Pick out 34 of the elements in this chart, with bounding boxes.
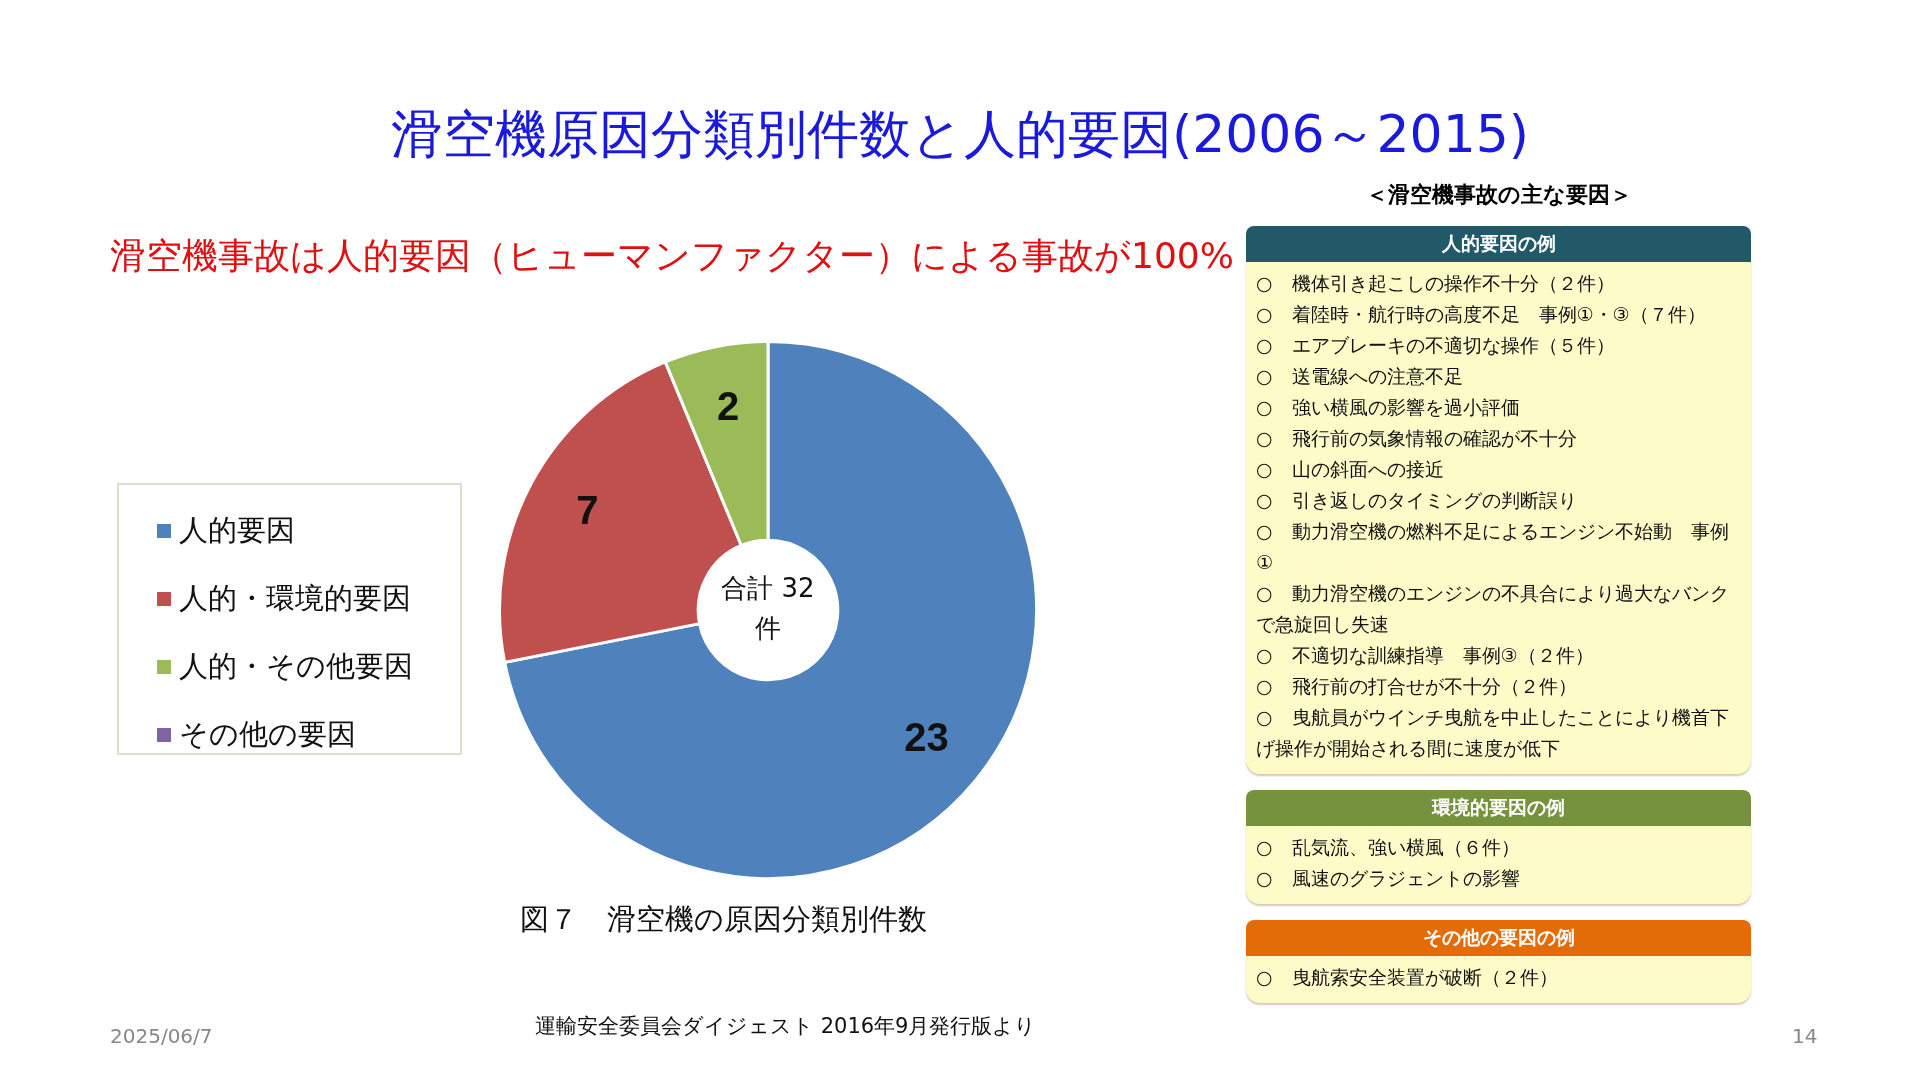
text: ○ 強い横風の影響を過小評価	[1256, 395, 1521, 420]
text: 環境的要因の例	[1246, 790, 1751, 826]
text: ○ 曳航索安全装置が破断（２件）	[1256, 965, 1559, 990]
text: その他の要因の例	[1246, 920, 1751, 956]
text: 合計 32 件	[720, 572, 816, 645]
legend-label: 人的・その他要因	[179, 648, 413, 685]
text: ○ 動力滑空機の燃料不足によるエンジン不始動 事例①	[1256, 519, 1730, 575]
text: ○ 曳航員がウインチ曳航を中止したことにより機首下げ操作が開始される間に速度が低下	[1256, 705, 1730, 761]
text: ○ 飛行前の打合せが不十分（２件）	[1256, 674, 1578, 699]
text: ○ 乱気流、強い横風（６件）	[1256, 835, 1521, 860]
chart-subtitle: 滑空機事故は人的要因（ヒューマンファクター）による事故が100%	[110, 234, 1234, 278]
legend-label: 人的・環境的要因	[179, 580, 411, 617]
text: 人的要因の例	[1246, 226, 1751, 262]
text: ○ 飛行前の気象情報の確認が不十分	[1256, 426, 1578, 451]
text: ○ 風速のグラジェントの影響	[1256, 866, 1521, 891]
text: 2025/06/7	[110, 1024, 213, 1048]
text: ○ 送電線への注意不足	[1256, 364, 1464, 389]
text: ○ 不適切な訓練指導 事例③（２件）	[1256, 643, 1595, 668]
text: ○ 動力滑空機のエンジンの不具合により過大なバンクで急旋回し失速	[1256, 581, 1730, 637]
text: ○ 引き返しのタイミングの判断誤り	[1256, 488, 1578, 513]
legend-label: その他の要因	[179, 716, 356, 753]
data-label: 7	[576, 488, 599, 533]
text: ○ 機体引き起こしの操作不十分（２件）	[1256, 271, 1616, 296]
text: ＜滑空機事故の主な要因＞	[1364, 181, 1633, 209]
text: 14	[1792, 1024, 1818, 1048]
legend-label: 人的要因	[179, 512, 295, 549]
data-label: 2	[716, 384, 740, 429]
text: ○ 山の斜面への接近	[1256, 457, 1445, 482]
text: 運輸安全委員会ダイジェスト 2016年9月発行版より	[535, 1013, 1037, 1040]
caption: 図７ 滑空機の原因分類別件数	[520, 901, 927, 938]
text: ○ 着陸時・航行時の高度不足 事例①・③（７件）	[1256, 302, 1707, 327]
data-label: 23	[904, 715, 949, 760]
chart-title: 滑空機原因分類別件数と人的要因(2006～2015)	[389, 103, 1531, 166]
text: ○ エアブレーキの不適切な操作（５件）	[1256, 333, 1616, 358]
